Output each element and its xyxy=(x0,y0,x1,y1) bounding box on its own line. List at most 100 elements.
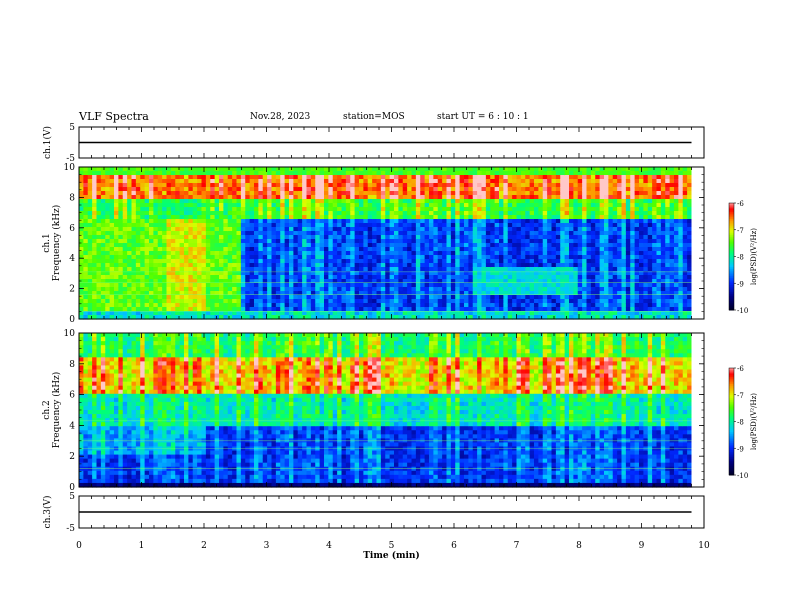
spectrogram-cell xyxy=(643,283,648,288)
spectrogram-cell xyxy=(254,239,259,244)
spectrogram-cell xyxy=(315,283,320,288)
spectrogram-cell xyxy=(503,307,508,312)
spectrogram-cell xyxy=(582,191,587,196)
spectrogram-cell xyxy=(101,219,106,224)
spectrogram-cell xyxy=(552,307,557,312)
spectrogram-cell xyxy=(149,191,154,196)
spectrogram-cell xyxy=(110,211,115,216)
spectrogram-cell xyxy=(433,215,438,220)
spectrogram-cell xyxy=(394,211,399,216)
spectrogram-cell xyxy=(232,235,237,240)
spectrogram-cell xyxy=(490,199,495,204)
spectrogram-cell xyxy=(412,299,417,304)
spectrogram-cell xyxy=(114,227,119,232)
spectrogram-cell xyxy=(215,199,220,204)
spectrogram-cell xyxy=(464,195,469,200)
spectrogram-cell xyxy=(447,231,452,236)
spectrogram-cell xyxy=(140,199,145,204)
spectrogram-cell xyxy=(175,299,180,304)
spectrogram-cell xyxy=(285,187,290,192)
spectrogram-cell xyxy=(626,239,631,244)
spectrogram-cell xyxy=(171,187,176,192)
spectrogram-cell xyxy=(508,207,513,212)
spectrogram-cell xyxy=(486,191,491,196)
spectrogram-cell xyxy=(534,215,539,220)
spectrogram-cell xyxy=(377,275,382,280)
spectrogram-cell xyxy=(153,267,158,272)
spectrogram-cell xyxy=(416,235,421,240)
spectrogram-cell xyxy=(298,275,303,280)
spectrogram-cell xyxy=(289,183,294,188)
spectrogram-cell xyxy=(643,191,648,196)
spectrogram-cell xyxy=(88,179,93,184)
spectrogram-cell xyxy=(403,287,408,292)
spectrogram-cell xyxy=(232,203,237,208)
spectrogram-cell xyxy=(254,175,259,180)
spectrogram-cell xyxy=(263,231,268,236)
spectrogram-cell xyxy=(228,203,233,208)
spectrogram-cell xyxy=(228,187,233,192)
spectrogram-cell xyxy=(215,279,220,284)
spectrogram-cell xyxy=(302,179,307,184)
spectrogram-cell xyxy=(79,255,84,260)
spectrogram-cell xyxy=(237,179,242,184)
spectrogram-cell xyxy=(228,199,233,204)
spectrogram-cell xyxy=(429,247,434,252)
spectrogram-cell xyxy=(486,207,491,212)
spectrogram-cell xyxy=(455,235,460,240)
spectrogram-cell xyxy=(447,239,452,244)
spectrogram-cell xyxy=(123,235,128,240)
spectrogram-cell xyxy=(429,227,434,232)
spectrogram-cell xyxy=(258,267,263,272)
spectrogram-cell xyxy=(254,259,259,264)
spectrogram-cell xyxy=(525,299,530,304)
spectrogram-cell xyxy=(407,219,412,224)
spectrogram-cell xyxy=(534,287,539,292)
spectrogram-cell xyxy=(617,251,622,256)
spectrogram-cell xyxy=(162,211,167,216)
spectrogram-cell xyxy=(608,195,613,200)
spectrogram-cell xyxy=(438,247,443,252)
spectrogram-cell xyxy=(569,195,574,200)
spectrogram-cell xyxy=(420,211,425,216)
spectrogram-cell xyxy=(254,299,259,304)
spectrogram-cell xyxy=(272,263,277,268)
spectrogram-cell xyxy=(578,283,583,288)
spectrogram-cell xyxy=(451,195,456,200)
spectrogram-cell xyxy=(123,183,128,188)
spectrogram-cell xyxy=(311,195,316,200)
spectrogram-cell xyxy=(263,167,268,172)
spectrogram-cell xyxy=(197,203,202,208)
spectrogram-cell xyxy=(451,231,456,236)
spectrogram-cell xyxy=(377,195,382,200)
spectrogram-cell xyxy=(455,287,460,292)
spectrogram-cell xyxy=(508,171,513,176)
spectrogram-cell xyxy=(582,247,587,252)
spectrogram-cell xyxy=(560,211,565,216)
spectrogram-cell xyxy=(184,239,189,244)
spectrogram-cell xyxy=(320,239,325,244)
spectrogram-cell xyxy=(473,255,478,260)
spectrogram-cell xyxy=(372,211,377,216)
spectrogram-cell xyxy=(210,295,215,300)
spectrogram-cell xyxy=(499,275,504,280)
spectrogram-cell xyxy=(250,251,255,256)
spectrogram-cell xyxy=(272,239,277,244)
spectrogram-cell xyxy=(499,211,504,216)
spectrogram-cell xyxy=(648,303,653,308)
spectrogram-cell xyxy=(447,223,452,228)
spectrogram-cell xyxy=(250,219,255,224)
spectrogram-cell xyxy=(368,187,373,192)
spectrogram-cell xyxy=(530,207,535,212)
spectrogram-cell xyxy=(210,183,215,188)
spectrogram-cell xyxy=(298,279,303,284)
spectrogram-cell xyxy=(280,303,285,308)
spectrogram-cell xyxy=(600,203,605,208)
spectrogram-cell xyxy=(272,283,277,288)
spectrogram-cell xyxy=(92,199,97,204)
spectrogram-cell xyxy=(595,223,600,228)
spectrogram-cell xyxy=(477,219,482,224)
spectrogram-cell xyxy=(530,251,535,256)
spectrogram-cell xyxy=(328,215,333,220)
spectrogram-cell xyxy=(447,171,452,176)
